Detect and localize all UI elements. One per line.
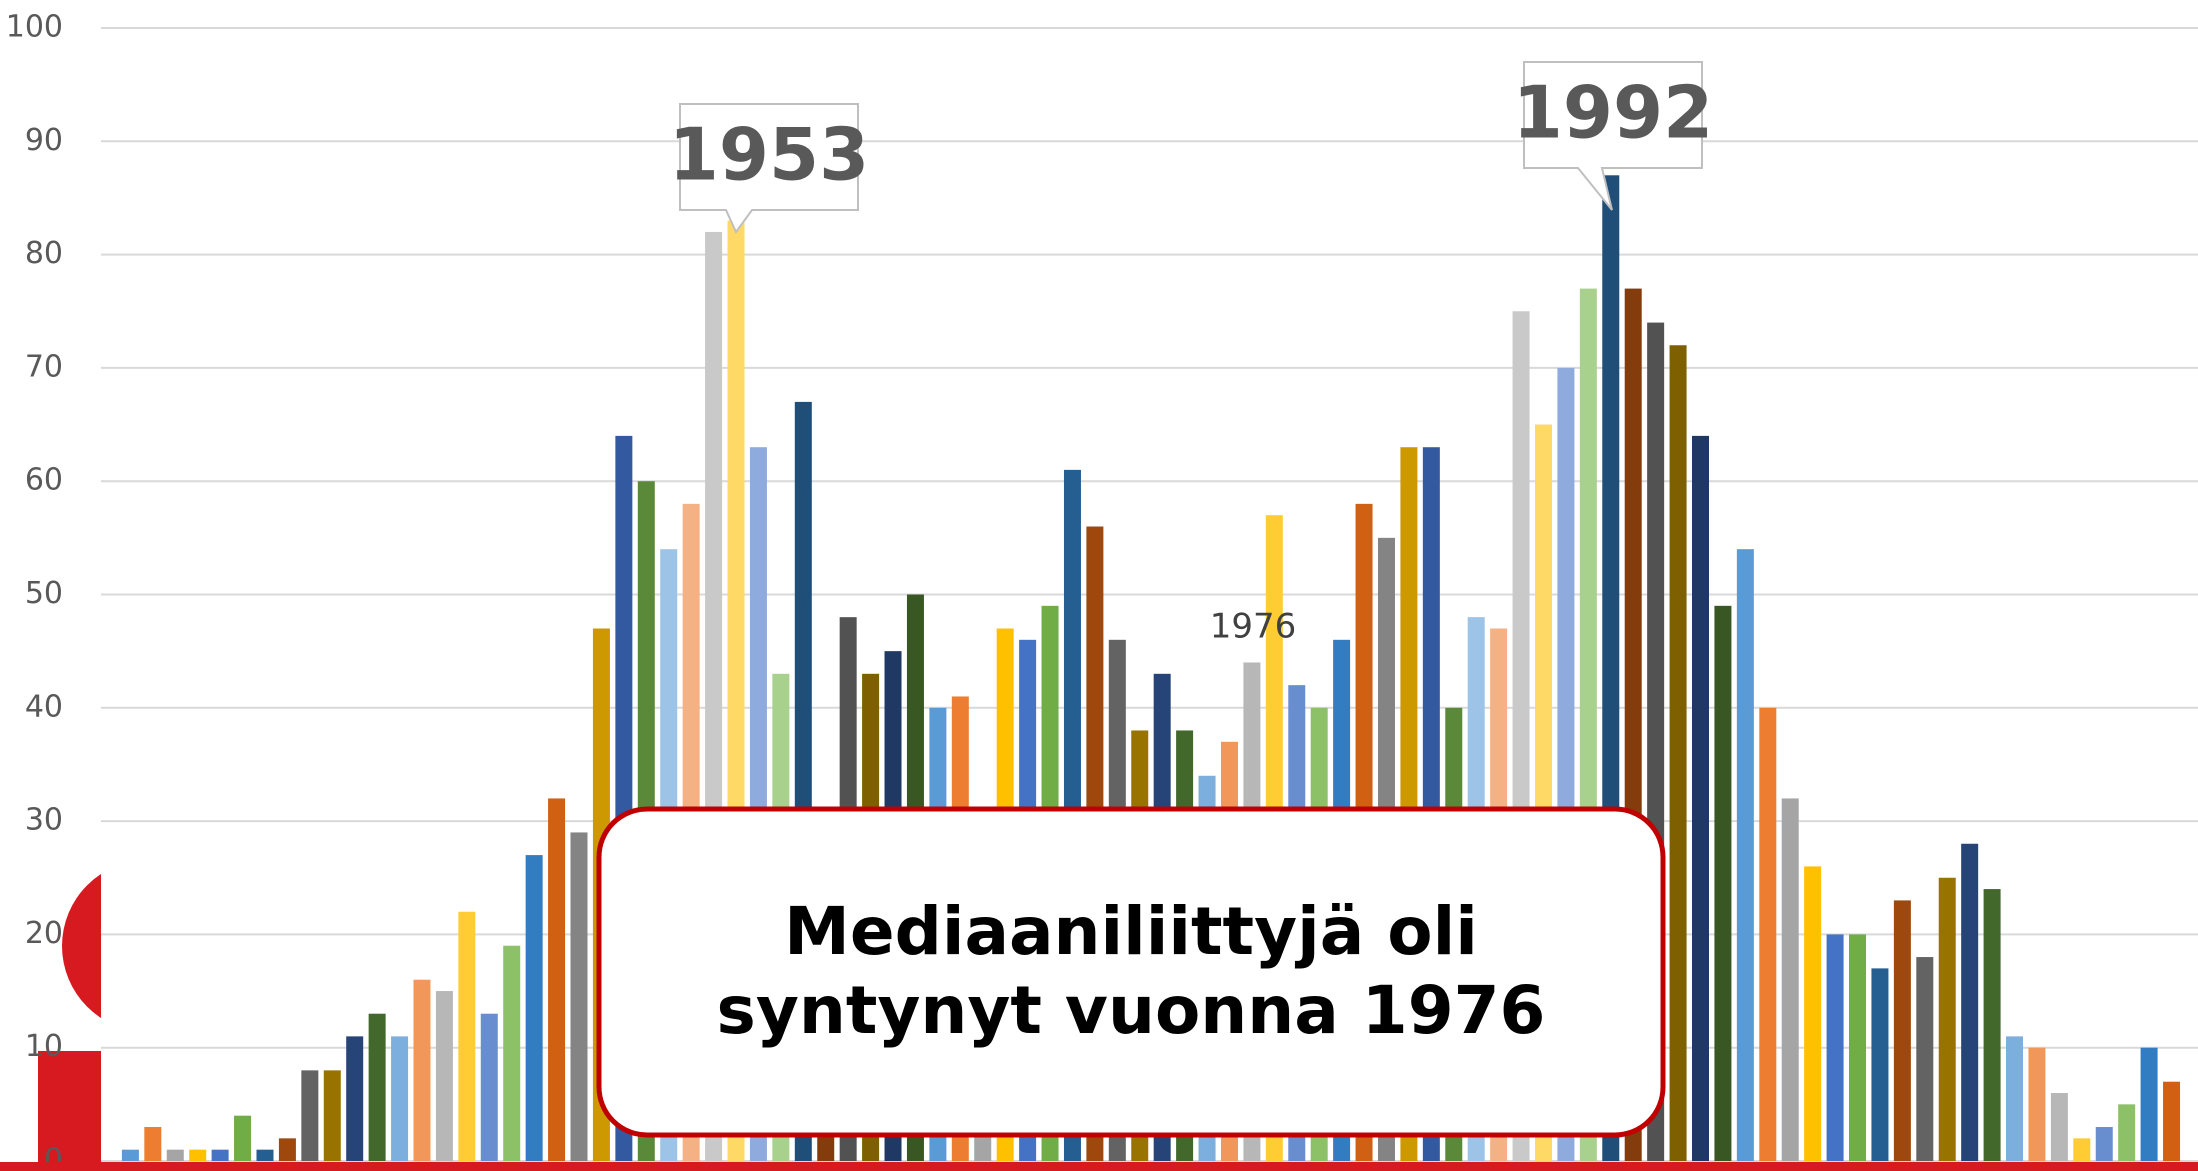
bar	[503, 945, 521, 1161]
bar	[435, 991, 453, 1161]
bar	[301, 1070, 319, 1161]
y-tick-label: 50	[25, 576, 63, 611]
y-tick-label: 60	[25, 463, 63, 498]
bar	[166, 1149, 184, 1161]
y-tick-label: 20	[25, 916, 63, 951]
bar	[211, 1149, 229, 1161]
bar	[2073, 1138, 2091, 1161]
bar	[121, 1149, 139, 1161]
bar	[2163, 1081, 2181, 1161]
bar	[570, 832, 588, 1161]
bar	[1759, 707, 1777, 1161]
bar	[2006, 1036, 2024, 1161]
y-tick-label: 90	[25, 123, 63, 158]
bar	[2050, 1093, 2068, 1161]
decor-line	[0, 1162, 2198, 1171]
bar	[1804, 866, 1822, 1161]
bar	[1983, 889, 2001, 1161]
bar	[391, 1036, 409, 1161]
bar	[256, 1149, 274, 1161]
bar	[1714, 605, 1732, 1161]
bar	[1849, 934, 1867, 1161]
y-tick-label: 40	[25, 689, 63, 724]
y-tick-label: 30	[25, 803, 63, 838]
bar	[525, 855, 543, 1161]
bar	[2095, 1127, 2113, 1161]
bar	[1938, 877, 1956, 1161]
bar	[2140, 1047, 2158, 1161]
bar	[548, 798, 566, 1161]
callout-box	[1523, 61, 1703, 211]
bar	[1669, 345, 1687, 1161]
bar	[1736, 549, 1754, 1161]
callout-1953: 1953	[669, 103, 869, 234]
bar	[323, 1070, 341, 1161]
bar	[458, 911, 476, 1161]
annotation: 1992	[1513, 71, 1713, 155]
bar	[1692, 435, 1709, 1161]
message-line: syntynyt vuonna 1976	[717, 972, 1546, 1049]
annotation: 1976	[1210, 607, 1297, 647]
y-tick-label: 80	[25, 236, 63, 271]
bar	[480, 1013, 498, 1161]
y-tick-label: 100	[6, 10, 63, 45]
y-tick-label: 10	[25, 1029, 63, 1064]
bar	[1961, 843, 1979, 1161]
bar	[1916, 957, 1934, 1161]
bar	[278, 1138, 296, 1161]
bar	[189, 1149, 207, 1161]
decor-rect	[38, 1051, 101, 1171]
callout-1992: 1992	[1513, 61, 1713, 211]
message-line: Mediaaniliittyjä oli	[784, 893, 1478, 970]
y-tick-label: 70	[25, 349, 63, 384]
bar	[234, 1115, 252, 1161]
annotation: 1953	[669, 113, 869, 197]
bar	[1871, 968, 1889, 1161]
callout-box	[679, 103, 859, 234]
bar	[2118, 1104, 2136, 1161]
bar	[1826, 934, 1844, 1161]
bar	[346, 1036, 364, 1161]
bar	[1893, 900, 1911, 1161]
bar	[2028, 1047, 2046, 1161]
bar	[144, 1127, 162, 1161]
bar	[368, 1013, 386, 1161]
bar	[413, 979, 431, 1161]
bar	[1781, 798, 1799, 1161]
message-box	[596, 806, 1666, 1138]
